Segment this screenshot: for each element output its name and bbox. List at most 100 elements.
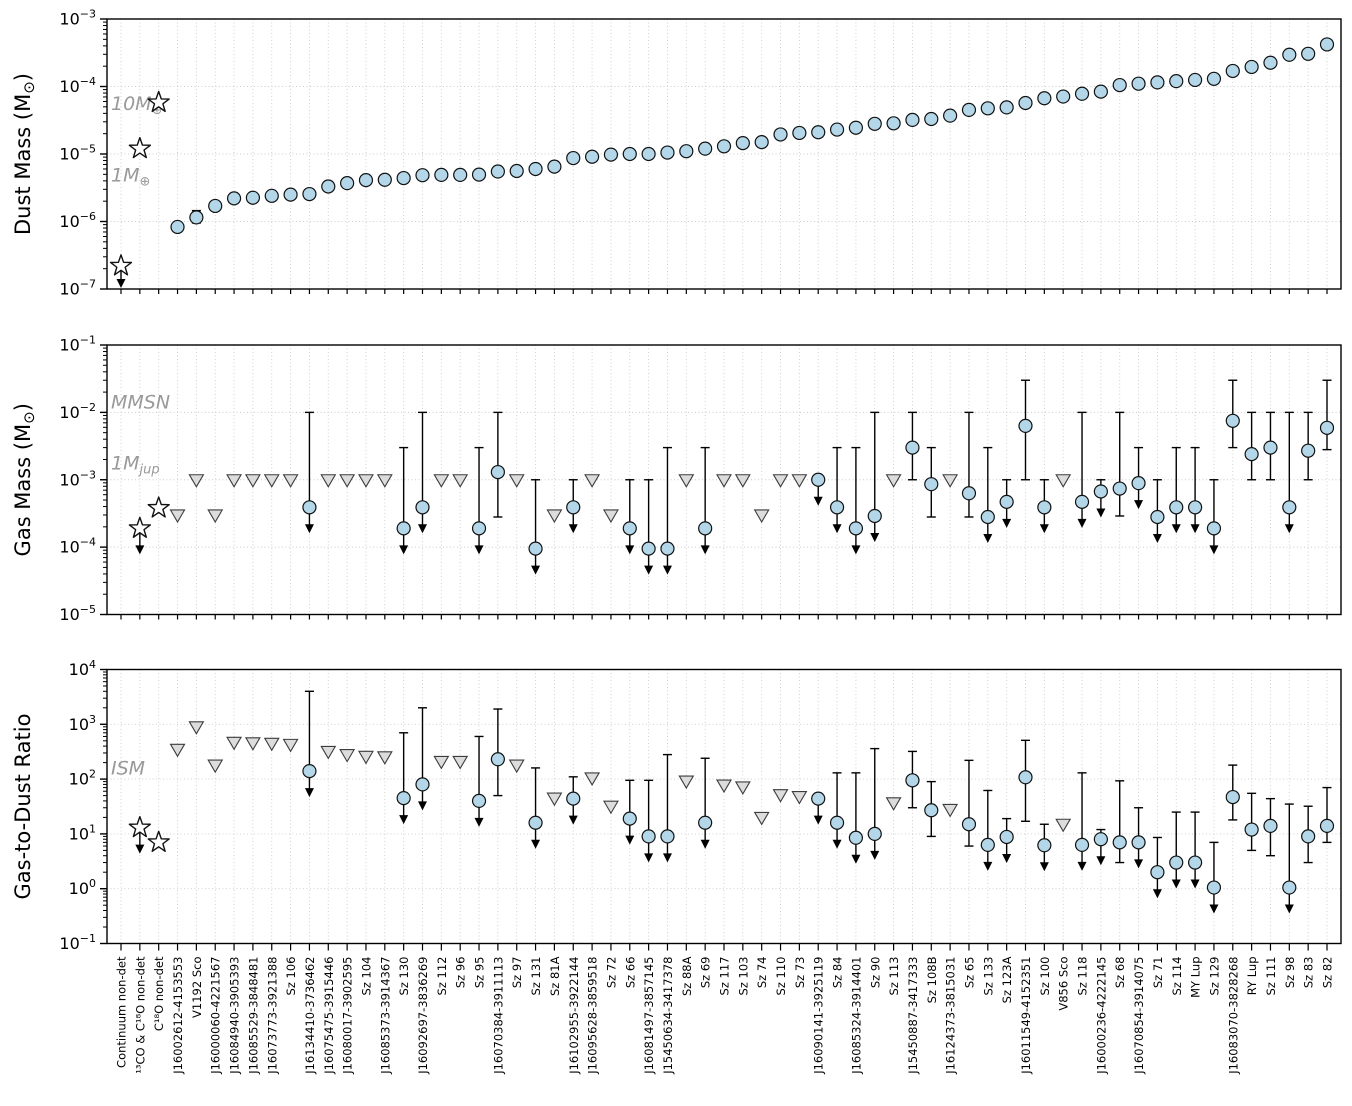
data-point-Sz 123A	[999, 100, 1014, 115]
x-tick-label: Sz 123A	[1000, 956, 1014, 1003]
down-arrow	[625, 545, 635, 555]
upper-limit-triangle-Sz 81A	[546, 509, 563, 524]
x-tick-label: Sz 81A	[548, 956, 562, 996]
x-tick-label: Sz 65	[962, 957, 976, 989]
down-arrow	[1284, 904, 1294, 914]
y-tick-label: 104	[69, 658, 96, 679]
data-point-J16102955-3922144	[566, 479, 581, 534]
data-point-Sz 69	[698, 446, 713, 555]
upper-limit-triangle-J16080017-3902595	[339, 474, 356, 488]
x-tick-label: J16092697-3836269	[416, 957, 430, 1075]
x-axis-gas-mass	[120, 614, 1328, 620]
down-arrow	[304, 524, 314, 534]
x-tick-label: Sz 74	[755, 957, 769, 989]
y-tick-label: 10−1	[59, 932, 96, 953]
x-tick-label: Sz 88A	[680, 956, 694, 996]
data-point-Sz 130	[396, 170, 411, 186]
upper-limit-triangle-Sz 113	[885, 797, 902, 811]
data-point-J16000236-4222145	[1093, 84, 1108, 99]
down-arrow	[1152, 533, 1162, 543]
upper-limit-triangle-J16080017-3902595	[339, 749, 356, 763]
data-point-Sz 95	[471, 735, 487, 827]
data-point-Sz 133	[980, 446, 995, 543]
x-tick-label: J16000236-4222145	[1094, 957, 1108, 1075]
data-point-Sz 82	[1319, 37, 1335, 52]
down-arrow	[870, 532, 880, 542]
down-arrow	[983, 533, 993, 543]
data-points-dust-mass	[109, 37, 1335, 288]
data-point-J16011549-4152351	[1018, 739, 1033, 822]
upper-limit-triangle-J16073773-3921388	[263, 737, 280, 752]
upper-limit-triangle-Sz 97	[508, 759, 525, 774]
data-point-Sz 72	[603, 147, 619, 162]
y-tick-label: 10−3	[59, 8, 96, 29]
upper-limit-triangle-J16073773-3921388	[263, 474, 280, 488]
data-point-Sz 118	[1074, 772, 1090, 871]
upper-limit-triangle-Sz 97	[508, 474, 525, 488]
data-point-J16083070-3828268	[1225, 764, 1240, 821]
panel-gas-to-dust-ratio: ISM 10−1 100 101 102 103 104 Gas-to-Dust Ratio	[11, 658, 1342, 953]
data-point-Sz 108B	[924, 446, 939, 518]
data-points-gas-mass	[128, 379, 1335, 575]
data-point-Sz 68	[1112, 77, 1127, 93]
data-point-Sz 131	[528, 161, 543, 177]
data-point-Sz 114	[1169, 811, 1184, 889]
down-arrow	[474, 545, 484, 555]
down-arrow	[1209, 904, 1219, 914]
stacked-star-marker-¹³CO & C¹⁸O non-det	[128, 516, 152, 555]
x-axis-gas-to-dust-ratio	[120, 943, 1328, 951]
x-tick-label: J16002612-4153553	[171, 957, 185, 1075]
x-tick-label: Sz 98	[1283, 957, 1297, 989]
upper-limit-triangle-J16124373-3815031	[942, 803, 959, 818]
data-point-J15450634-3417378	[660, 753, 675, 863]
down-arrow	[1284, 524, 1294, 534]
y-tick-label: 10−4	[59, 75, 96, 96]
x-tick-label: Sz 104	[359, 957, 373, 996]
upper-limit-triangle-J16075475-3915446	[320, 745, 337, 760]
x-tick-label: Sz 111	[1264, 957, 1278, 996]
panel-dust-mass: 10M⊕ 1M⊕ 10−7 10−6 10−5 10−4 10−3 Dust Mass (M⊙…	[11, 8, 1342, 299]
upper-limit-triangle-J16085373-3914367	[376, 751, 393, 765]
annotation-label: 10M⊕	[111, 93, 162, 118]
data-point-Sz 97	[509, 163, 524, 179]
data-point-J16070384-3911113	[490, 708, 505, 797]
down-arrow	[568, 815, 578, 825]
down-arrow	[644, 565, 654, 575]
y-axis-dust-mass: 10−7 10−6 10−5 10−4 10−3	[59, 8, 107, 299]
stacked-star-marker-¹³CO & C¹⁸O non-det	[128, 815, 152, 854]
upper-limit-triangle-Sz 88A	[678, 775, 695, 790]
down-arrow	[813, 815, 823, 825]
x-tick-label: Sz 131	[529, 957, 543, 996]
x-tick-label: J16085324-3914401	[849, 957, 863, 1075]
x-category-labels: Continuum non-det ¹³CO & C¹⁸O non-det C¹⁸O…	[115, 956, 1335, 1075]
data-point-J16090141-3925119	[811, 125, 826, 140]
upper-limit-triangle-Sz 96	[452, 755, 469, 770]
x-tick-label: Sz 110	[774, 957, 788, 996]
data-point-Sz 65	[961, 102, 977, 118]
y-axis-title-gas-mass: Gas Mass (M⊙)	[11, 403, 38, 556]
x-tick-label: Sz 118	[1076, 957, 1090, 996]
upper-limit-triangle-Sz 74	[753, 811, 770, 826]
data-point-Sz 108B	[924, 111, 939, 127]
x-tick-label: Sz 97	[510, 957, 524, 989]
upper-limit-triangle-Sz 96	[452, 474, 469, 488]
x-tick-label: J16075475-3915446	[322, 957, 336, 1075]
y-axis-gas-to-dust-ratio: 10−1 100 101 102 103 104	[59, 658, 107, 953]
data-point-Sz 123A	[999, 479, 1014, 528]
data-point-J16084940-3905393	[226, 191, 242, 206]
data-point-Sz 90	[867, 411, 882, 542]
upper-limit-triangle-Sz 73	[791, 791, 808, 805]
x-tick-label: Sz 73	[793, 957, 807, 989]
down-arrow	[851, 545, 861, 555]
y-tick-label: 101	[69, 822, 96, 843]
down-arrow	[700, 545, 710, 555]
data-point-J16002612-4153553	[170, 219, 185, 235]
upper-limit-triangle-Sz 104	[358, 474, 374, 488]
data-point-Sz 129	[1206, 841, 1222, 914]
y-axis-gas-mass: 10−5 10−4 10−3 10−2 10−1	[59, 334, 107, 624]
x-tick-label: V1192 Sco	[190, 957, 204, 1018]
data-point-J16085529-3848481	[245, 190, 261, 205]
x-tick-label: ¹³CO & C¹⁸O non-det	[133, 956, 147, 1074]
